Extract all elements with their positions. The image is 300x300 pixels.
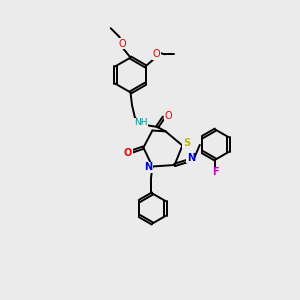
Text: O: O (164, 111, 172, 121)
Text: S: S (183, 138, 190, 148)
Text: N: N (187, 153, 195, 163)
Text: F: F (212, 167, 219, 177)
Text: O: O (118, 38, 126, 49)
Text: NH: NH (134, 118, 148, 127)
Text: O: O (124, 148, 132, 158)
Text: N: N (144, 162, 152, 172)
Text: O: O (153, 49, 160, 59)
